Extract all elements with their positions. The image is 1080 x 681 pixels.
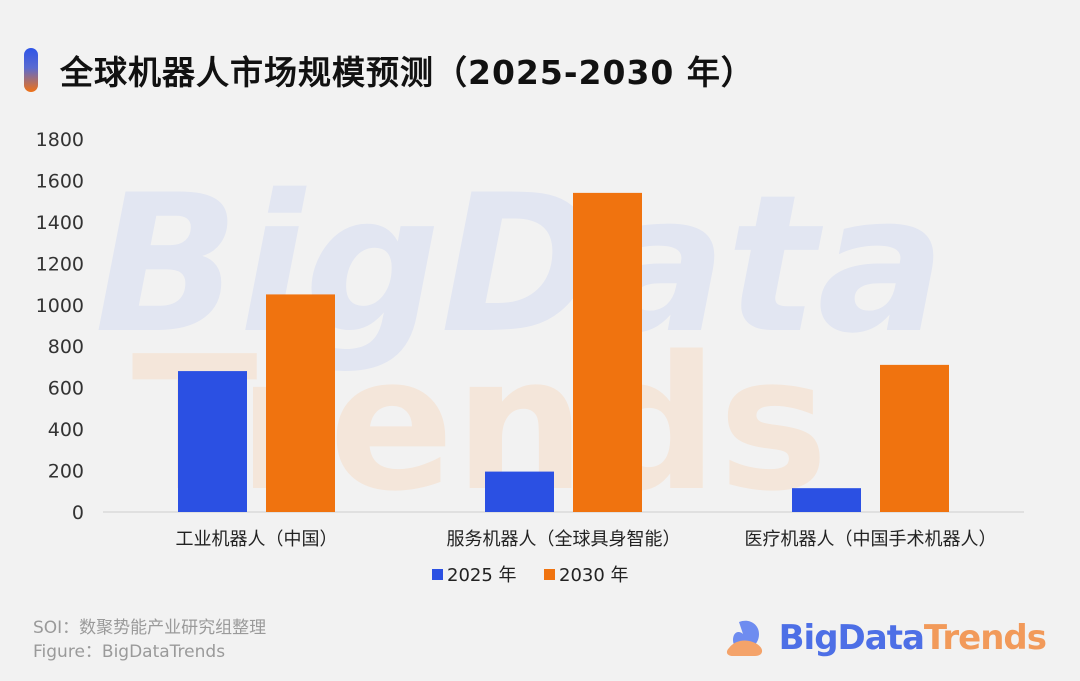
- y-tick-label: 1800: [36, 129, 84, 151]
- brand-name-part1: BigData: [778, 618, 925, 658]
- title-accent-bar: [24, 48, 38, 92]
- bar-chart: BigData Trends 0 200 400 600 800 1000 1200 1400…: [36, 129, 1024, 586]
- y-tick-label: 800: [48, 336, 84, 358]
- x-tick-label: 服务机器人（全球具身智能）: [447, 529, 681, 550]
- bars: [178, 192, 949, 512]
- legend-label: 2030 年: [559, 565, 629, 586]
- brand-logo: BigDataTrends: [725, 618, 1047, 658]
- brand-name: BigDataTrends: [778, 618, 1047, 658]
- legend-label: 2025 年: [447, 565, 517, 586]
- y-tick-label: 1000: [36, 295, 84, 317]
- y-tick-label: 1400: [36, 212, 84, 234]
- page-title: 全球机器人市场规模预测（2025-2030 年）: [60, 53, 755, 92]
- source-note: SOI：数聚势能产业研究组整理: [33, 618, 267, 638]
- bar-series2-cat3: [880, 364, 949, 512]
- x-tick-label: 医疗机器人（中国手术机器人）: [745, 529, 997, 550]
- x-axis: 工业机器人（中国） 服务机器人（全球具身智能） 医疗机器人（中国手术机器人）: [176, 529, 997, 550]
- bar-series1-cat2: [485, 471, 554, 512]
- y-tick-label: 600: [48, 378, 84, 400]
- y-tick-label: 0: [72, 502, 84, 524]
- bar-series1-cat3: [792, 488, 861, 512]
- y-axis: 0 200 400 600 800 1000 1200 1400 1600 1800: [36, 129, 84, 524]
- x-tick-label: 工业机器人（中国）: [176, 529, 338, 550]
- title-bar: 全球机器人市场规模预测（2025-2030 年）: [24, 46, 755, 94]
- watermark-line2: Trends: [132, 316, 829, 532]
- y-tick-label: 400: [48, 419, 84, 441]
- y-tick-label: 1600: [36, 170, 84, 192]
- bar-series1-cat1: [178, 371, 247, 512]
- y-tick-label: 1200: [36, 253, 84, 275]
- y-tick-label: 200: [48, 461, 84, 483]
- bar-series2-cat2: [573, 192, 642, 512]
- figure-credit: Figure：BigDataTrends: [33, 642, 226, 662]
- watermark-line1: BigData: [95, 154, 946, 375]
- brand-name-part2: Trends: [923, 618, 1047, 658]
- legend-swatch: [432, 569, 443, 580]
- bar-series2-cat1: [266, 294, 335, 512]
- legend-swatch: [544, 569, 555, 580]
- brand-mark-icon: [726, 620, 762, 656]
- legend: 2025 年 2030 年: [432, 565, 629, 586]
- footer: SOI：数聚势能产业研究组整理 Figure：BigDataTrends: [33, 616, 266, 664]
- watermark: BigData Trends: [95, 154, 946, 532]
